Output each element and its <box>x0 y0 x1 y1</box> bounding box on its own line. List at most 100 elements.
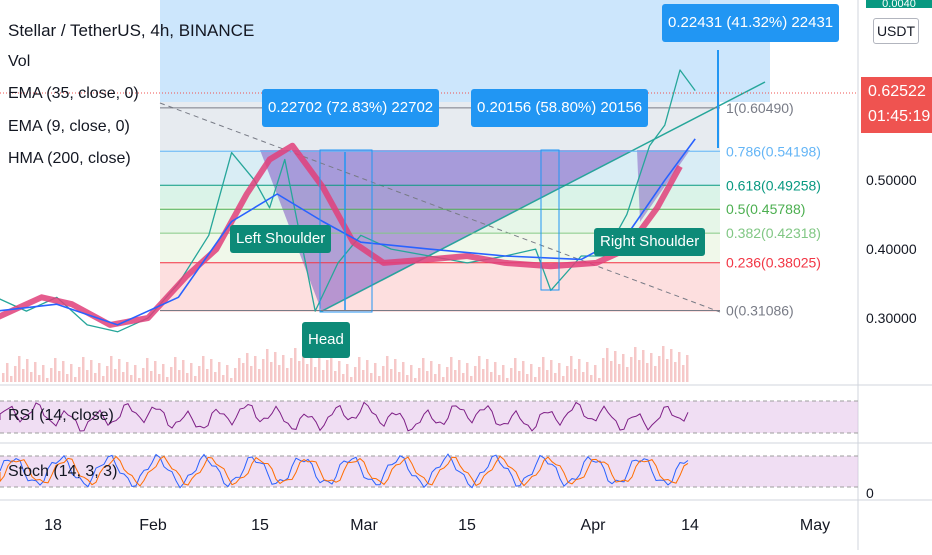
volume-bar <box>370 373 373 382</box>
volume-bar <box>630 357 633 382</box>
label-head[interactable]: Head <box>302 322 350 358</box>
fib-level-label: 0.618(0.49258) <box>726 177 821 193</box>
volume-bar <box>322 370 325 382</box>
fib-level-label: 0.5(0.45788) <box>726 201 805 217</box>
volume-bar <box>570 356 573 382</box>
volume-bar <box>498 375 501 382</box>
volume-bar <box>342 374 345 382</box>
volume-bar <box>582 372 585 382</box>
volume-bar <box>206 369 209 382</box>
last-price: 0.62522 <box>868 83 926 100</box>
price-axis-tick: 0.40000 <box>866 241 917 257</box>
time-axis-tick: 14 <box>681 517 699 534</box>
volume-bar <box>170 367 173 382</box>
indicator-rsi[interactable]: RSI (14, close) <box>8 407 114 424</box>
volume-bar <box>626 367 629 382</box>
volume-bar <box>622 354 625 382</box>
indicator-stoch[interactable]: Stoch (14, 3, 3) <box>8 463 118 480</box>
volume-bar <box>562 376 565 382</box>
time-axis-tick: 18 <box>44 517 62 534</box>
currency-selector[interactable]: USDT <box>873 18 919 44</box>
chart-title[interactable]: Stellar / TetherUS, 4h, BINANCE <box>8 21 255 40</box>
ascending-neckline[interactable] <box>319 81 766 313</box>
right-measure-box[interactable] <box>540 149 560 291</box>
volume-bar <box>82 357 85 382</box>
volume-bar <box>74 377 77 382</box>
volume-bar <box>54 358 57 382</box>
volume-bar <box>214 372 217 382</box>
indicator-ema-35[interactable]: EMA (35, close, 0) <box>8 85 139 102</box>
volume-bar <box>578 359 581 382</box>
volume-bar <box>46 378 49 382</box>
volume-bar <box>390 369 393 382</box>
volume-bar <box>30 372 33 382</box>
fib-level-label: 0.236(0.38025) <box>726 255 821 271</box>
volume-bar <box>158 374 161 382</box>
volume-bar <box>602 358 605 382</box>
volume-bar <box>466 363 469 382</box>
indicator-vol[interactable]: Vol <box>8 53 31 70</box>
volume-bar <box>134 365 137 382</box>
time-axis-tick: 15 <box>458 517 476 534</box>
label-right-shoulder[interactable]: Right Shoulder <box>594 228 706 256</box>
volume-bar <box>58 371 61 382</box>
volume-bar <box>450 357 453 382</box>
volume-bar <box>34 362 37 382</box>
volume-bar <box>614 351 617 382</box>
volume-bar <box>522 361 525 382</box>
volume-bar <box>130 375 133 382</box>
volume-bar <box>382 366 385 382</box>
measure-label-right[interactable]: 0.20156 (58.80%) 20156 <box>471 89 649 127</box>
volume-bar <box>294 348 297 382</box>
volume-bar <box>686 355 689 382</box>
volume-bar <box>446 367 449 382</box>
fib-level-label: 0.382(0.42318) <box>726 225 821 241</box>
volume-bar <box>250 366 253 382</box>
volume-bar <box>226 365 229 382</box>
volume-bar <box>442 377 445 382</box>
volume-bar <box>546 370 549 382</box>
indicator-hma-200[interactable]: HMA (200, close) <box>8 150 131 167</box>
volume-bar <box>254 356 257 382</box>
dashed-trendline[interactable] <box>159 102 721 313</box>
volume-bar <box>262 359 265 382</box>
volume-bar <box>502 365 505 382</box>
volume-bar <box>94 373 97 382</box>
volume-bar <box>86 370 89 382</box>
volume-bar <box>326 360 329 382</box>
volume-bar <box>402 362 405 382</box>
volume-bar <box>38 375 41 382</box>
volume-bar <box>418 368 421 382</box>
volume-bar <box>610 361 613 382</box>
volume-bar <box>386 356 389 382</box>
volume-bar <box>2 373 5 382</box>
volume-bar <box>550 360 553 382</box>
volume-bar <box>162 364 165 382</box>
volume-bar <box>486 359 489 382</box>
volume-bar <box>298 361 301 382</box>
stoch-band <box>0 456 858 487</box>
volume-bar <box>126 362 129 382</box>
indicator-ema-9[interactable]: EMA (9, close, 0) <box>8 118 130 135</box>
volume-bar <box>638 360 641 382</box>
time-axis-tick: May <box>800 517 830 534</box>
volume-bar <box>430 361 433 382</box>
volume-bar <box>114 369 117 382</box>
volume-bar <box>282 355 285 382</box>
volume-bar <box>174 357 177 382</box>
measure-label-head[interactable]: 0.22702 (72.83%) 22702 <box>262 89 440 127</box>
volume-bar <box>210 359 213 382</box>
volume-bar <box>18 356 21 382</box>
volume-bar <box>462 373 465 382</box>
measure-label-target[interactable]: 0.22431 (41.32%) 22431 <box>662 4 840 42</box>
volume-bar <box>410 365 413 382</box>
volume-bar <box>142 368 145 382</box>
volume-bar <box>22 369 25 382</box>
volume-bar <box>374 363 377 382</box>
volume-bar <box>306 364 309 382</box>
volume-bar <box>378 376 381 382</box>
label-left-shoulder[interactable]: Left Shoulder <box>230 225 332 253</box>
volume-bar <box>26 359 29 382</box>
